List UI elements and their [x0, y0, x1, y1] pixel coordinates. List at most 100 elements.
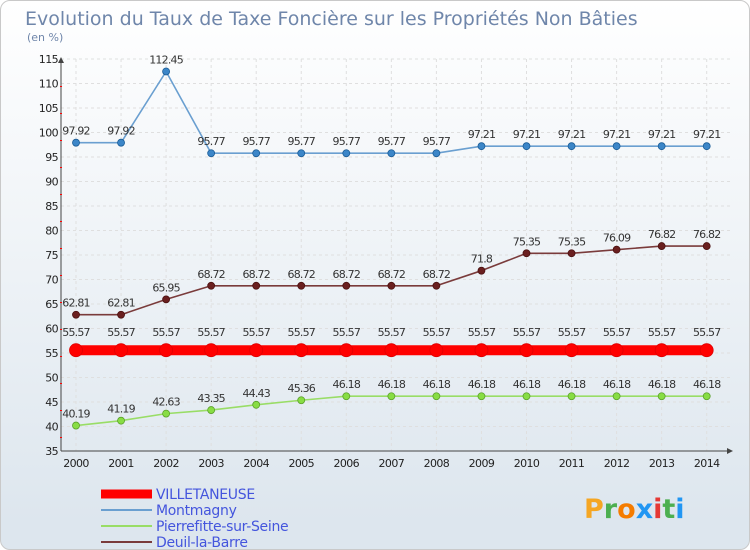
villetaneuse-data-label: 55.57 [468, 326, 496, 339]
x-tick-label: 2009 [469, 457, 495, 470]
x-tick-label: 2007 [379, 457, 405, 470]
montmagny-point [432, 149, 441, 158]
deuil-la-barre-data-label: 75.35 [513, 235, 541, 248]
x-tick-label: 2004 [243, 457, 269, 470]
logo-letter: i [653, 494, 662, 525]
villetaneuse-point [519, 343, 534, 358]
y-tick-label: 75 [45, 249, 58, 262]
pierrefitte-sur-seine-point [432, 392, 441, 401]
montmagny-point [387, 149, 396, 158]
y-tick-label: 60 [45, 323, 58, 336]
deuil-la-barre-data-label: 68.72 [288, 268, 316, 281]
villetaneuse-data-label: 55.57 [288, 326, 316, 339]
deuil-la-barre-point [297, 281, 306, 290]
pierrefitte-sur-seine-point [342, 392, 351, 401]
montmagny-point [72, 138, 80, 147]
logo-letter: t [662, 494, 675, 525]
x-tick-label: 2011 [559, 457, 585, 470]
villetaneuse-data-label: 55.57 [152, 326, 180, 339]
montmagny-point [252, 149, 261, 158]
villetaneuse-point [339, 343, 354, 358]
villetaneuse-data-label: 55.57 [648, 326, 676, 339]
montmagny-point [117, 138, 125, 147]
villetaneuse-data-label: 55.57 [197, 326, 225, 339]
pierrefitte-sur-seine-data-label: 46.18 [378, 378, 406, 391]
deuil-la-barre-point [342, 281, 351, 290]
pierrefitte-sur-seine-data-label: 46.18 [558, 378, 586, 391]
pierrefitte-sur-seine-data-label: 46.18 [333, 378, 361, 391]
montmagny-data-label: 97.21 [513, 128, 541, 141]
y-tick-label: 50 [45, 372, 58, 385]
montmagny-point [207, 149, 216, 158]
montmagny-data-label: 95.77 [423, 135, 451, 148]
pierrefitte-sur-seine-data-label: 46.18 [423, 378, 451, 391]
pierrefitte-sur-seine-data-label: 40.19 [62, 408, 90, 421]
villetaneuse-point [159, 343, 174, 358]
villetaneuse-data-label: 55.57 [62, 326, 90, 339]
x-tick-label: 2012 [604, 457, 630, 470]
chart-title: Evolution du Taux de Taxe Foncière sur l… [25, 8, 638, 30]
deuil-la-barre-data-label: 68.72 [197, 268, 225, 281]
montmagny-point [657, 142, 666, 151]
x-tick-label: 2014 [694, 457, 720, 470]
deuil-la-barre-point [657, 242, 666, 250]
pierrefitte-sur-seine-data-label: 45.36 [288, 382, 316, 395]
deuil-la-barre-point [252, 281, 261, 290]
pierrefitte-sur-seine-point [522, 392, 531, 401]
y-tick-label: 55 [45, 347, 58, 360]
deuil-la-barre-data-label: 65.95 [152, 281, 180, 294]
montmagny-point [297, 149, 306, 158]
deuil-la-barre-data-label: 71.8 [471, 253, 493, 266]
y-tick-label: 70 [45, 274, 58, 287]
villetaneuse-data-label: 55.57 [378, 326, 406, 339]
deuil-la-barre-data-label: 68.72 [333, 268, 361, 281]
y-tick-label: 95 [45, 151, 58, 164]
deuil-la-barre-point [702, 242, 711, 250]
montmagny-data-label: 97.92 [107, 125, 135, 138]
montmagny-data-label: 95.77 [288, 135, 316, 148]
montmagny-data-label: 95.77 [197, 135, 225, 148]
pierrefitte-sur-seine-point [297, 396, 306, 405]
villetaneuse-data-label: 55.57 [693, 326, 721, 339]
villetaneuse-data-label: 55.57 [603, 326, 631, 339]
x-tick-label: 2003 [198, 457, 224, 470]
legend-label-montmagny: Montmagny [156, 503, 237, 519]
villetaneuse-point [69, 343, 83, 358]
villetaneuse-data-label: 55.57 [333, 326, 361, 339]
pierrefitte-sur-seine-point [702, 392, 711, 401]
montmagny-data-label: 97.21 [693, 128, 721, 141]
deuil-la-barre-data-label: 68.72 [242, 268, 270, 281]
deuil-la-barre-data-label: 76.82 [693, 228, 721, 241]
deuil-la-barre-point [612, 245, 621, 254]
x-tick-label: 2010 [514, 457, 540, 470]
villetaneuse-point [204, 343, 219, 358]
montmagny-point [162, 67, 171, 76]
montmagny-data-label: 97.92 [62, 125, 90, 138]
logo-letter: P [584, 494, 604, 525]
pierrefitte-sur-seine-data-label: 44.43 [242, 387, 270, 400]
legend-label-pierrefitte-sur-seine: Pierrefitte-sur-Seine [156, 519, 288, 535]
x-tick-label: 2008 [424, 457, 450, 470]
y-tick-label: 100 [39, 127, 59, 140]
deuil-la-barre-data-label: 62.81 [107, 297, 135, 310]
y-tick-label: 105 [39, 102, 59, 115]
villetaneuse-point [699, 343, 714, 358]
montmagny-data-label: 95.77 [242, 135, 270, 148]
villetaneuse-data-label: 55.57 [558, 326, 586, 339]
montmagny-data-label: 97.21 [468, 128, 496, 141]
x-tick-label: 2006 [333, 457, 359, 470]
pierrefitte-sur-seine-data-label: 42.63 [152, 396, 180, 409]
pierrefitte-sur-seine-point [207, 406, 216, 414]
villetaneuse-point [384, 343, 399, 358]
villetaneuse-data-label: 55.57 [513, 326, 541, 339]
montmagny-data-label: 97.21 [648, 128, 676, 141]
logo-letter: i [675, 494, 684, 525]
deuil-la-barre-point [207, 281, 216, 290]
pierrefitte-sur-seine-data-label: 43.35 [197, 392, 225, 405]
deuil-la-barre-data-label: 68.72 [378, 268, 406, 281]
y-tick-label: 35 [45, 445, 58, 458]
y-tick-label: 85 [45, 200, 58, 213]
proxiti-logo: Proxiti [584, 494, 685, 525]
